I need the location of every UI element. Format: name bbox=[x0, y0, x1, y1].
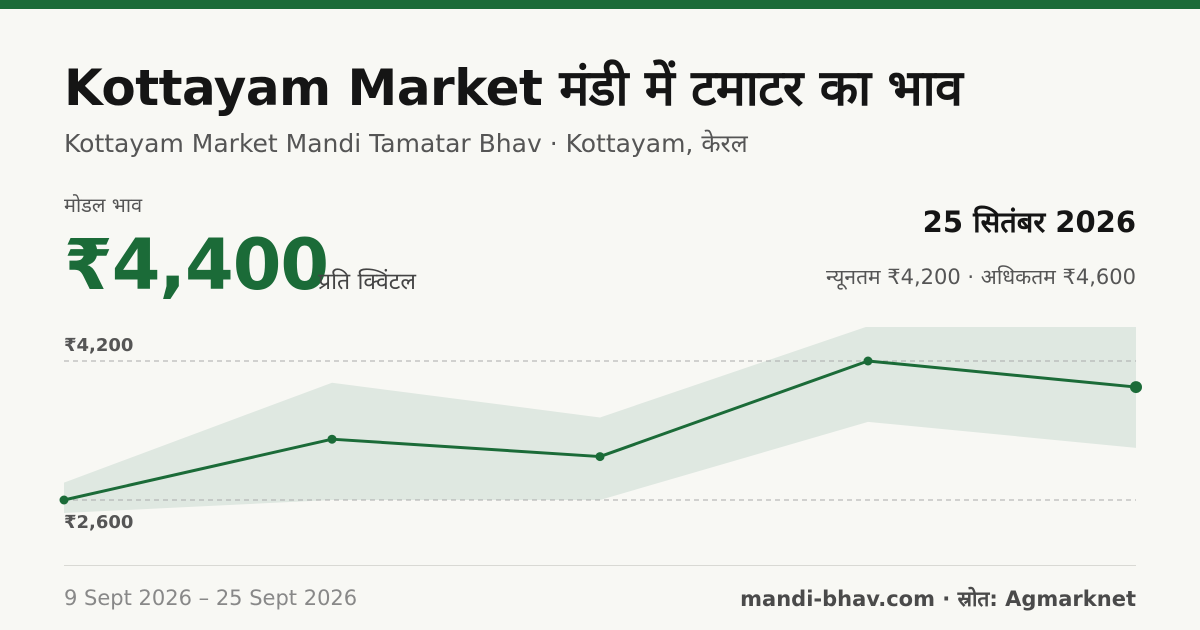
price-unit: प्रति क्विंटल bbox=[318, 269, 416, 295]
data-point-2 bbox=[595, 452, 605, 462]
footer-divider bbox=[64, 565, 1136, 566]
modal-price-value: ₹4,400 bbox=[64, 224, 329, 306]
page-title: Kottayam Market मंडी में टमाटर का भाव bbox=[64, 59, 963, 117]
data-point-3 bbox=[863, 356, 873, 366]
price-date: 25 सितंबर 2026 bbox=[922, 205, 1136, 239]
min-max-range: न्यूनतम ₹4,200 · अधिकतम ₹4,600 bbox=[826, 265, 1136, 289]
page-subtitle: Kottayam Market Mandi Tamatar Bhav · Kot… bbox=[64, 129, 748, 158]
data-point-1 bbox=[327, 434, 337, 444]
source-attribution: mandi-bhav.com · स्रोत: Agmarknet bbox=[740, 587, 1136, 611]
data-point-4 bbox=[1130, 381, 1142, 394]
y-tick-label-1: ₹2,600 bbox=[64, 512, 133, 533]
y-tick-label-0: ₹4,200 bbox=[64, 335, 133, 356]
min-max-band bbox=[64, 327, 1136, 514]
date-period: 9 Sept 2026 – 25 Sept 2026 bbox=[64, 586, 358, 610]
data-point-0 bbox=[59, 495, 69, 505]
modal-price-label: मोडल भाव bbox=[64, 193, 143, 217]
top-accent-bar bbox=[0, 0, 1200, 9]
